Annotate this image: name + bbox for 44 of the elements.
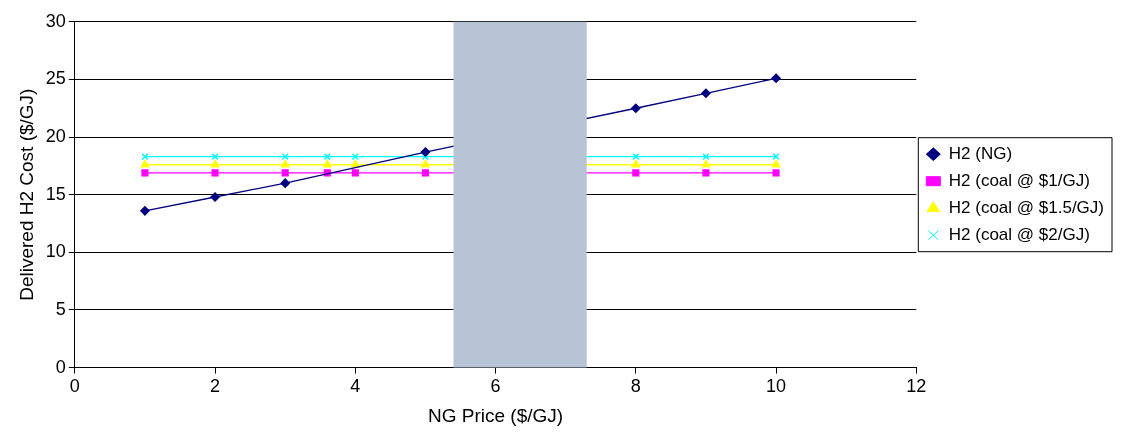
x-tick-label: 10 <box>766 376 787 397</box>
y-tick-label: 20 <box>45 126 66 147</box>
point <box>280 178 290 188</box>
point <box>280 159 290 168</box>
x-tick-label: 4 <box>350 376 361 397</box>
point <box>141 169 149 177</box>
point <box>771 73 781 84</box>
y-tick-label: 25 <box>45 68 66 89</box>
point <box>351 153 359 161</box>
point <box>632 169 640 177</box>
y-tick-label: 0 <box>55 356 66 377</box>
point <box>701 159 711 168</box>
legend-label: H2 (NG) <box>948 143 1013 163</box>
x-tick-label: 6 <box>490 376 501 397</box>
x-tick-label: 8 <box>630 376 641 397</box>
point <box>421 169 430 177</box>
point <box>281 169 289 177</box>
point <box>140 206 150 216</box>
point <box>323 159 332 168</box>
x-tick-label: 0 <box>69 376 80 397</box>
point <box>420 147 431 157</box>
legend-label: H2 (coal @ $1.5/GJ) <box>948 197 1104 217</box>
point <box>701 88 711 99</box>
point <box>210 192 220 202</box>
y-tick-label: 15 <box>45 183 66 204</box>
point <box>140 159 150 168</box>
y-axis-title: Delivered H2 Cost ($/GJ) <box>15 88 37 301</box>
y-tick-label: 5 <box>55 298 66 319</box>
x-tick-label: 12 <box>906 376 927 397</box>
point <box>772 169 780 177</box>
y-tick-label: 10 <box>45 241 66 262</box>
point <box>631 103 641 113</box>
point <box>210 159 220 168</box>
point <box>771 159 781 168</box>
point <box>211 169 219 177</box>
point <box>351 169 359 177</box>
point <box>702 169 710 177</box>
legend-label: H2 (coal @ $2/GJ) <box>948 224 1090 244</box>
y-tick-label: 30 <box>45 10 66 31</box>
point <box>421 159 430 168</box>
x-tick-label: 2 <box>210 376 221 397</box>
legend-label: H2 (coal @ $1/GJ) <box>948 170 1090 190</box>
point <box>631 159 641 168</box>
x-axis-title: NG Price ($/GJ) <box>428 404 564 426</box>
